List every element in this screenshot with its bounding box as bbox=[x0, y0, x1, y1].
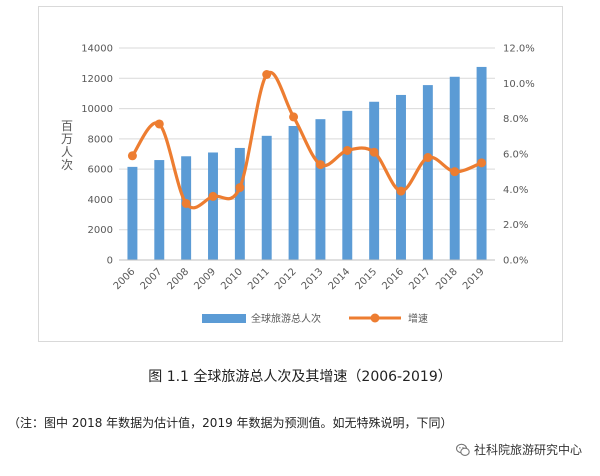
bar bbox=[208, 152, 218, 260]
growth-point bbox=[181, 198, 191, 208]
x-tick-label: 2017 bbox=[407, 266, 433, 292]
bar bbox=[154, 160, 165, 260]
y-tick-label: 12000 bbox=[81, 74, 113, 85]
x-tick-label: 2009 bbox=[192, 266, 218, 292]
bar bbox=[288, 125, 299, 260]
bar bbox=[342, 110, 353, 260]
legend-swatch-bars bbox=[202, 314, 246, 323]
y-tick-label: 6000 bbox=[88, 165, 113, 176]
bar bbox=[369, 101, 380, 260]
x-tick-label: 2008 bbox=[165, 266, 191, 292]
bar bbox=[127, 166, 138, 260]
bar bbox=[422, 85, 433, 260]
x-tick-label: 2007 bbox=[139, 266, 165, 292]
y2-tick-label: 10.0% bbox=[503, 79, 535, 90]
y2-tick-label: 6.0% bbox=[503, 150, 528, 161]
growth-point bbox=[423, 153, 433, 163]
growth-point bbox=[127, 151, 137, 161]
y2-tick-label: 8.0% bbox=[503, 114, 528, 125]
legend-label-bars: 全球旅游总人次 bbox=[251, 312, 321, 325]
y-tick-label: 14000 bbox=[81, 44, 113, 55]
bar bbox=[234, 147, 245, 260]
growth-point bbox=[396, 186, 406, 196]
y-tick-label: 10000 bbox=[81, 104, 113, 115]
y-tick-label: 0 bbox=[107, 256, 113, 267]
y2-tick-label: 4.0% bbox=[503, 185, 528, 196]
growth-point bbox=[154, 119, 164, 129]
legend-label-line: 增速 bbox=[408, 312, 428, 325]
chart-frame: 0 2000 4000 6000 8000 10000 12000 14000 0.0% 2.0%… bbox=[38, 6, 563, 342]
x-tick-label: 2010 bbox=[219, 266, 245, 292]
bar bbox=[181, 156, 192, 260]
figure-note: （注：图中 2018 年数据为估计值，2019 年数据为预测值。如无特殊说明，下… bbox=[8, 416, 453, 430]
growth-point bbox=[369, 147, 379, 157]
y2-tick-label: 2.0% bbox=[503, 220, 528, 231]
wechat-icon bbox=[455, 443, 470, 456]
bar bbox=[261, 135, 272, 260]
y-axis-label: 百万人次 bbox=[61, 119, 73, 172]
watermark-text: 社科院旅游研究中心 bbox=[473, 443, 582, 457]
y2-tick-label: 0.0% bbox=[503, 256, 528, 267]
bar bbox=[396, 94, 406, 260]
y-tick-label: 8000 bbox=[88, 134, 113, 145]
growth-point bbox=[477, 158, 487, 168]
growth-point bbox=[450, 167, 460, 177]
growth-point bbox=[208, 191, 218, 201]
x-tick-label: 2016 bbox=[380, 266, 406, 292]
growth-point bbox=[315, 160, 325, 170]
x-tick-label: 2019 bbox=[461, 266, 487, 292]
figure-caption: 图 1.1 全球旅游总人次及其增速（2006-2019） bbox=[148, 369, 452, 385]
watermark: 社科院旅游研究中心 bbox=[455, 441, 582, 458]
y-tick-label: 4000 bbox=[88, 195, 113, 206]
x-tick-label: 2018 bbox=[434, 266, 460, 292]
y2-tick-label: 12.0% bbox=[503, 44, 535, 55]
growth-point bbox=[342, 145, 352, 155]
growth-point bbox=[262, 70, 272, 79]
growth-point bbox=[235, 183, 245, 193]
growth-point bbox=[289, 112, 299, 122]
x-tick-label: 2013 bbox=[300, 266, 326, 292]
x-tick-label: 2012 bbox=[273, 266, 299, 292]
chart-svg: 0 2000 4000 6000 8000 10000 12000 14000 0.0% 2.0%… bbox=[61, 44, 535, 326]
y-tick-label: 2000 bbox=[88, 225, 113, 236]
x-tick-label: 2014 bbox=[327, 266, 353, 292]
x-tick-label: 2006 bbox=[112, 266, 138, 292]
bar bbox=[315, 119, 326, 261]
legend-marker-line bbox=[370, 313, 380, 323]
x-tick-label: 2011 bbox=[246, 266, 272, 292]
x-tick-label: 2015 bbox=[353, 266, 379, 292]
